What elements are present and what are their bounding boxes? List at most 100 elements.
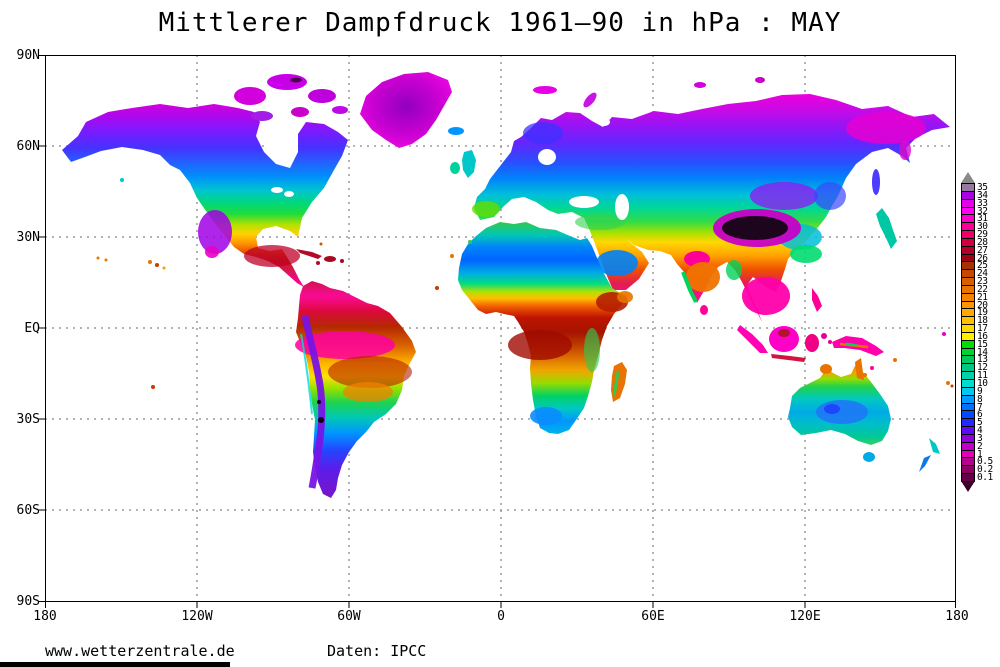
amazon-dark-red: [328, 356, 412, 388]
legend-label: 12: [977, 362, 988, 374]
legend-label: 15: [977, 338, 988, 350]
amazon-north-magenta: [295, 331, 395, 359]
legend-label: 25: [977, 260, 988, 272]
western-ghats-green: [681, 271, 698, 303]
legend-label: 31: [977, 213, 988, 225]
legend-label: 4: [977, 425, 983, 437]
y-axis-label: 90N: [16, 48, 40, 63]
footer-data-source: Daten: IPCC: [327, 642, 427, 660]
legend-label: 26: [977, 252, 988, 264]
svalbard-novaya-zemlya: [533, 77, 765, 108]
cuba: [296, 249, 322, 259]
iberia-green: [472, 201, 500, 217]
legend-arrow-bottom: [961, 481, 975, 492]
gulf-coast-humid-belt: [244, 245, 300, 267]
legend-label: 28: [977, 236, 988, 248]
rift-highlands-green: [584, 328, 600, 372]
legend-label: 30: [977, 221, 988, 233]
legend-label: 8: [977, 393, 983, 405]
manchuria-blue: [814, 182, 846, 210]
map-frame: [38, 55, 956, 608]
arabia-interior: [596, 250, 638, 276]
ocean-island-dots: [96, 178, 954, 389]
legend-label: 21: [977, 291, 988, 303]
legend-label: 23: [977, 276, 988, 288]
india-interior: [686, 262, 720, 292]
y-axis-label: 30S: [16, 412, 40, 427]
page-title: Mittlerer Dampfdruck 1961—90 in hPa : MA…: [158, 8, 842, 38]
y-axis-label: 60N: [16, 139, 40, 154]
x-axis-label: 180: [945, 609, 969, 624]
borneo: [769, 326, 799, 352]
se-asia-humid: [742, 277, 790, 315]
cape-york-orange: [855, 358, 864, 380]
legend-arrow-top: [961, 172, 975, 183]
y-axis-ticks: [38, 55, 45, 602]
iceland: [448, 127, 464, 135]
sumatra: [737, 325, 768, 353]
mongolia-dry: [750, 182, 818, 210]
philippines: [812, 288, 822, 312]
south-america: [295, 281, 416, 498]
legend-label: 0.1: [977, 472, 993, 484]
white-sea: [598, 118, 610, 126]
great-lakes: [271, 187, 283, 193]
myanmar-green: [726, 260, 742, 280]
legend-label: 29: [977, 229, 988, 241]
x-axis-label: 120W: [181, 609, 213, 624]
legend-label: 0.2: [977, 464, 993, 476]
legend-label: 3: [977, 432, 983, 444]
legend-label: 24: [977, 268, 988, 280]
black-sea: [569, 196, 599, 208]
x-axis-ticks: [45, 601, 956, 608]
british-isles: [450, 150, 476, 178]
y-axis-label: 30N: [16, 230, 40, 245]
legend-label: 10: [977, 378, 988, 389]
anatolia-green: [575, 214, 625, 230]
sulawesi: [805, 334, 819, 352]
legend-label: 1: [977, 448, 983, 460]
arctic-islands: [234, 74, 348, 121]
legend-label: 0.5: [977, 456, 993, 468]
x-axis-label: 180: [33, 609, 57, 624]
andes-dry-stripe: [301, 315, 326, 489]
greenland: [360, 72, 452, 148]
legend-label: 35: [977, 182, 988, 193]
legend-label: 16: [977, 330, 988, 342]
x-axis-label: 60W: [337, 609, 361, 624]
se-china-green: [790, 245, 822, 263]
legend-cells: 35 34 33 32 31 30 29 28 27 26 25 24 23 22 21 20 19 18 17 16…: [961, 182, 1000, 484]
legend-label: 2: [977, 440, 983, 452]
legend-label: 32: [977, 205, 988, 217]
tasmania: [863, 452, 875, 462]
y-axis-label: 60S: [16, 503, 40, 518]
africa: [458, 222, 633, 434]
andes-coast-cyan: [300, 333, 313, 415]
nw-australia-orange: [820, 364, 832, 374]
indonesia: [700, 288, 832, 362]
new-zealand: [919, 438, 940, 472]
legend-label: 20: [977, 299, 988, 311]
footer-website: www.wetterzentrale.de: [45, 642, 235, 660]
new-guinea: [832, 336, 884, 356]
ne-siberia-magenta: [846, 112, 926, 144]
australia: [788, 358, 891, 445]
caribbean-islands: [296, 242, 344, 265]
legend-label: 33: [977, 197, 988, 209]
congo-basin-humid: [508, 330, 572, 360]
x-axis-label: 60E: [641, 609, 665, 624]
great-basin-dry-patch: [198, 210, 232, 254]
legend-label: 11: [977, 370, 988, 382]
legend-label: 13: [977, 354, 988, 366]
scandinavia-cold-patch: [523, 122, 563, 144]
kalahari-blue: [530, 407, 562, 425]
legend-label: 27: [977, 244, 988, 256]
x-axis-label: 0: [497, 609, 505, 624]
x-axis-label: 120E: [789, 609, 821, 624]
y-axis-label: EQ: [24, 321, 40, 336]
legend: 35 34 33 32 31 30 29 28 27 26 25 24 23 22 21 20 19 18 17 16…: [961, 172, 1000, 492]
legend-label: 5: [977, 417, 983, 429]
tibet-plateau-dry-core: [722, 216, 788, 240]
